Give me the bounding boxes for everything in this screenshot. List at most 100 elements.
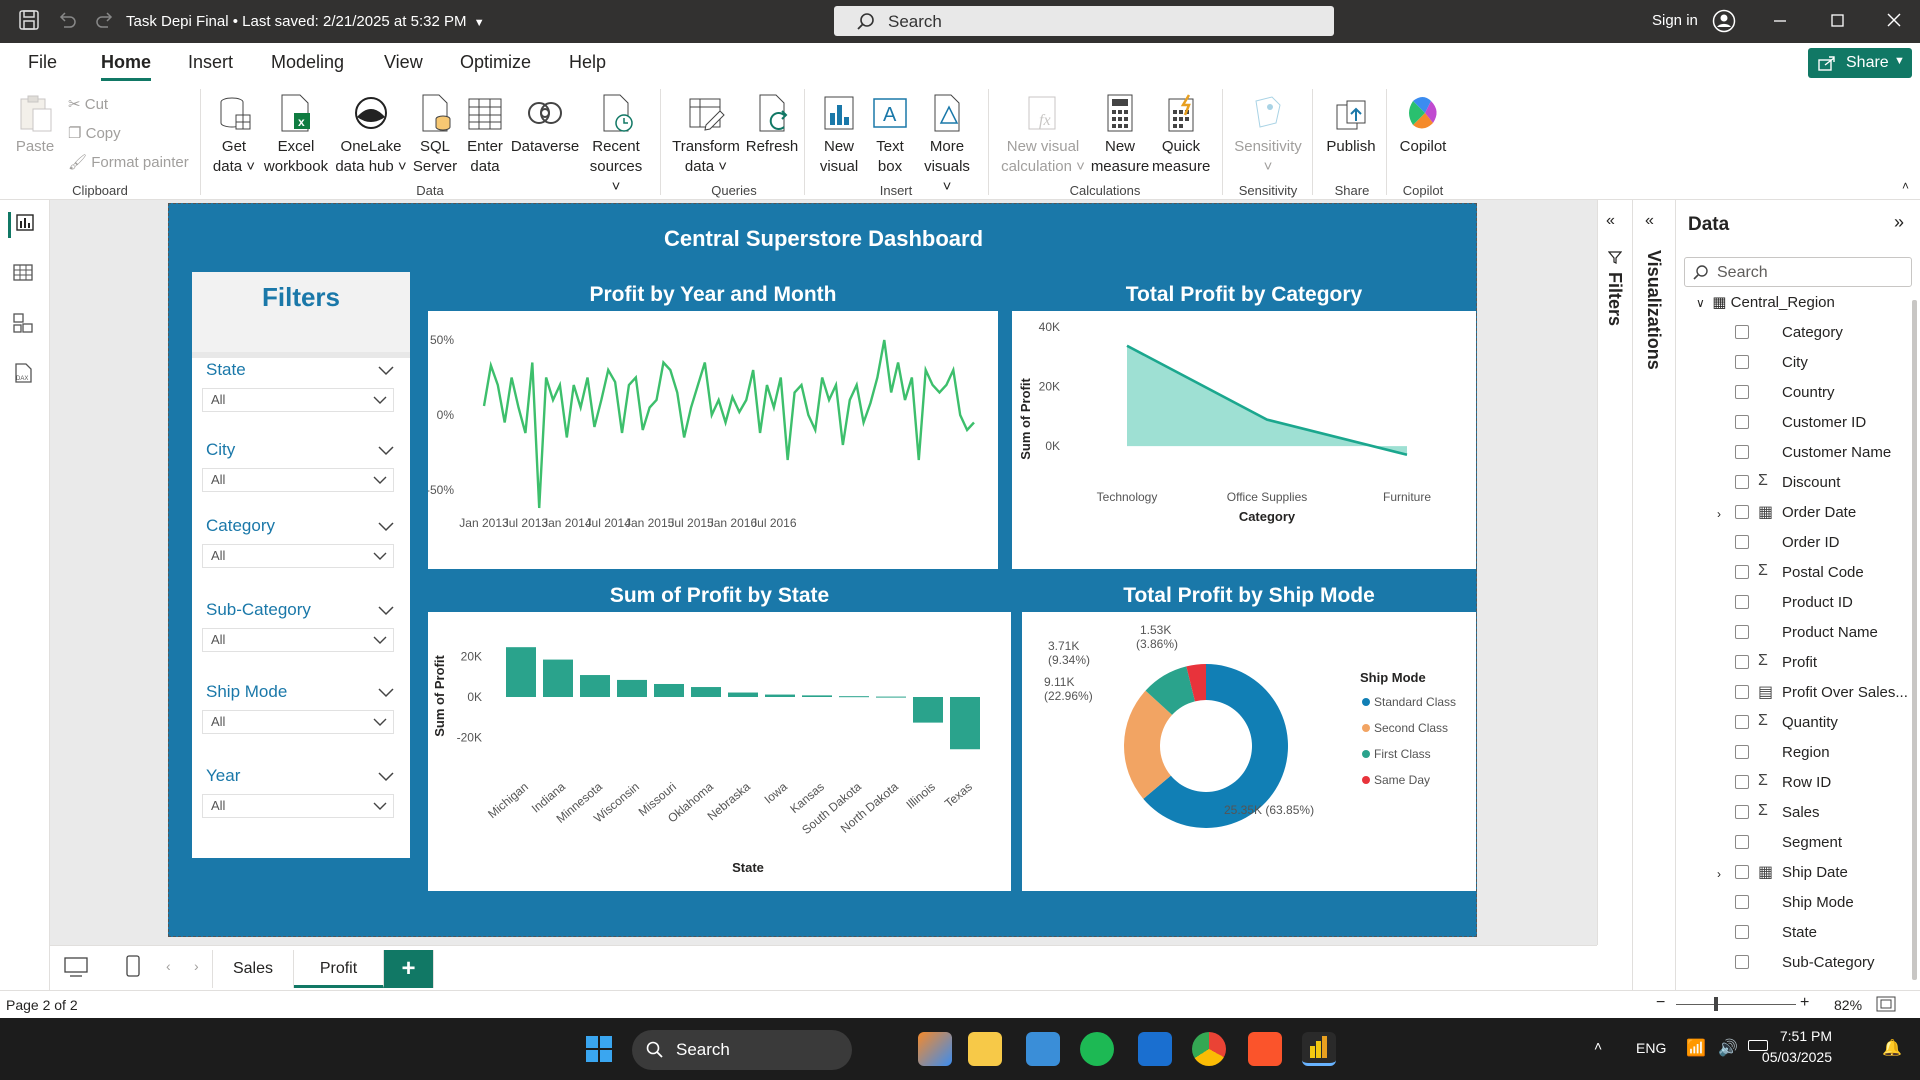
field-item[interactable]: Sub-Category xyxy=(1676,948,1920,978)
search-input[interactable]: Search xyxy=(834,6,1334,36)
field-checkbox[interactable] xyxy=(1735,565,1749,579)
tab-file[interactable]: File xyxy=(28,52,58,72)
field-item[interactable]: Σ Sales xyxy=(1676,798,1920,828)
field-item[interactable]: Σ Quantity xyxy=(1676,708,1920,738)
get-data-button[interactable]: Get data ˅ xyxy=(206,93,262,177)
field-item[interactable]: Product ID xyxy=(1676,588,1920,618)
next-page-icon[interactable]: › xyxy=(194,958,199,974)
profit-by-month-visual[interactable]: Profit by Year and Month 50% 0% -50% Jan 20… xyxy=(428,279,998,569)
field-checkbox[interactable] xyxy=(1735,415,1749,429)
chevron-down-icon[interactable] xyxy=(378,366,394,376)
collapse-pane-icon[interactable]: » xyxy=(1894,212,1905,232)
field-item[interactable]: Product Name xyxy=(1676,618,1920,648)
minimize-icon[interactable] xyxy=(1772,12,1792,32)
field-checkbox[interactable] xyxy=(1735,805,1749,819)
field-item[interactable]: Σ Profit xyxy=(1676,648,1920,678)
model-view-icon[interactable] xyxy=(12,312,38,338)
field-checkbox[interactable] xyxy=(1735,595,1749,609)
new-visual-calculation-button[interactable]: fx New visual calculation ˅ xyxy=(996,93,1090,177)
field-checkbox[interactable] xyxy=(1735,325,1749,339)
field-checkbox[interactable] xyxy=(1735,775,1749,789)
refresh-button[interactable]: Refresh xyxy=(744,93,800,157)
publish-button[interactable]: Publish xyxy=(1320,93,1382,157)
category-dropdown[interactable]: All xyxy=(202,544,394,568)
city-dropdown[interactable]: All xyxy=(202,468,394,492)
field-checkbox[interactable] xyxy=(1735,355,1749,369)
undo-icon[interactable] xyxy=(56,9,82,35)
tab-view[interactable]: View xyxy=(384,52,423,72)
maximize-icon[interactable] xyxy=(1830,12,1850,32)
collapse-ribbon-icon[interactable]: ˄ xyxy=(1902,179,1910,193)
file-title[interactable]: Task Depi Final • Last saved: 2/21/2025 … xyxy=(126,13,485,30)
field-item[interactable]: Ship Mode xyxy=(1676,888,1920,918)
sql-server-button[interactable]: SQL Server xyxy=(412,93,458,177)
field-checkbox[interactable] xyxy=(1735,445,1749,459)
tab-optimize[interactable]: Optimize xyxy=(460,52,532,72)
field-item[interactable]: Region xyxy=(1676,738,1920,768)
close-icon[interactable] xyxy=(1886,12,1906,32)
field-checkbox[interactable] xyxy=(1735,865,1749,879)
copilot-button[interactable]: Copilot xyxy=(1392,93,1454,157)
chevron-down-icon[interactable] xyxy=(378,446,394,456)
field-checkbox[interactable] xyxy=(1735,835,1749,849)
clock-time[interactable]: 7:51 PM xyxy=(1779,1028,1832,1044)
field-item[interactable]: Order ID xyxy=(1676,528,1920,558)
field-item[interactable]: Customer ID xyxy=(1676,408,1920,438)
field-checkbox[interactable] xyxy=(1735,955,1749,969)
field-item[interactable]: › ▦ Ship Date xyxy=(1676,858,1920,888)
chevron-down-icon[interactable] xyxy=(378,772,394,782)
store-app-icon[interactable] xyxy=(1026,1032,1060,1066)
chevron-down-icon[interactable] xyxy=(378,522,394,532)
transform-data-button[interactable]: Transform data ˅ xyxy=(668,93,744,177)
text-box-button[interactable]: A Text box xyxy=(866,93,914,177)
taskbar-search[interactable]: Search xyxy=(632,1030,852,1070)
field-checkbox[interactable] xyxy=(1735,925,1749,939)
format-painter-button[interactable]: 🖌 Format painter xyxy=(68,153,189,171)
chevron-up-icon[interactable]: ˄ xyxy=(1594,1038,1603,1054)
field-item[interactable]: Category xyxy=(1676,318,1920,348)
zoom-in-button[interactable]: + xyxy=(1800,994,1810,1011)
mobile-layout-icon[interactable] xyxy=(126,955,140,977)
field-checkbox[interactable] xyxy=(1735,895,1749,909)
powerbi-app-icon[interactable] xyxy=(1302,1032,1336,1066)
file-explorer-icon[interactable] xyxy=(968,1032,1002,1066)
chevron-right-icon[interactable]: › xyxy=(1717,867,1721,881)
field-checkbox[interactable] xyxy=(1735,535,1749,549)
field-item[interactable]: Σ Discount xyxy=(1676,468,1920,498)
enter-data-button[interactable]: Enter data xyxy=(462,93,508,177)
security-shield-icon[interactable] xyxy=(1138,1032,1172,1066)
tab-home[interactable]: Home xyxy=(101,52,152,81)
field-checkbox[interactable] xyxy=(1735,475,1749,489)
excel-workbook-button[interactable]: x Excel workbook xyxy=(262,93,330,177)
copy-button[interactable]: ❐ Copy xyxy=(68,124,121,142)
field-checkbox[interactable] xyxy=(1735,655,1749,669)
profit-by-state-visual[interactable]: Sum of Profit by State 20K 0K -20K Michigan… xyxy=(428,580,1011,891)
expand-icon[interactable]: « xyxy=(1645,212,1654,229)
field-item[interactable]: Country xyxy=(1676,378,1920,408)
report-view-icon[interactable] xyxy=(8,212,34,238)
ship-mode-dropdown[interactable]: All xyxy=(202,710,394,734)
save-icon[interactable] xyxy=(18,9,44,35)
field-checkbox[interactable] xyxy=(1735,385,1749,399)
paste-button[interactable]: Paste xyxy=(12,93,58,157)
more-visuals-button[interactable]: More visuals ˅ xyxy=(918,93,976,197)
prev-page-icon[interactable]: ‹ xyxy=(166,958,171,974)
field-checkbox[interactable] xyxy=(1735,745,1749,759)
dax-query-view-icon[interactable]: DAX xyxy=(12,362,38,388)
page-tab-sales[interactable]: Sales xyxy=(212,950,294,988)
chevron-right-icon[interactable]: › xyxy=(1717,507,1721,521)
field-item[interactable]: Σ Row ID xyxy=(1676,768,1920,798)
profit-by-category-visual[interactable]: Total Profit by Category 40K 20K 0K Technol… xyxy=(1012,279,1476,569)
redo-icon[interactable] xyxy=(94,9,120,35)
battery-icon[interactable] xyxy=(1748,1040,1768,1051)
recent-sources-button[interactable]: Recent sources ˅ xyxy=(584,93,648,197)
new-measure-button[interactable]: New measure xyxy=(1090,93,1150,177)
share-button[interactable]: Share ▼ xyxy=(1808,48,1912,78)
field-checkbox[interactable] xyxy=(1735,505,1749,519)
start-icon[interactable] xyxy=(582,1032,616,1066)
field-item[interactable]: ▤ Profit Over Sales... xyxy=(1676,678,1920,708)
fit-to-page-icon[interactable] xyxy=(1876,996,1896,1012)
copilot-app-icon[interactable] xyxy=(918,1032,952,1066)
sign-in-link[interactable]: Sign in xyxy=(1652,12,1698,29)
field-checkbox[interactable] xyxy=(1735,685,1749,699)
